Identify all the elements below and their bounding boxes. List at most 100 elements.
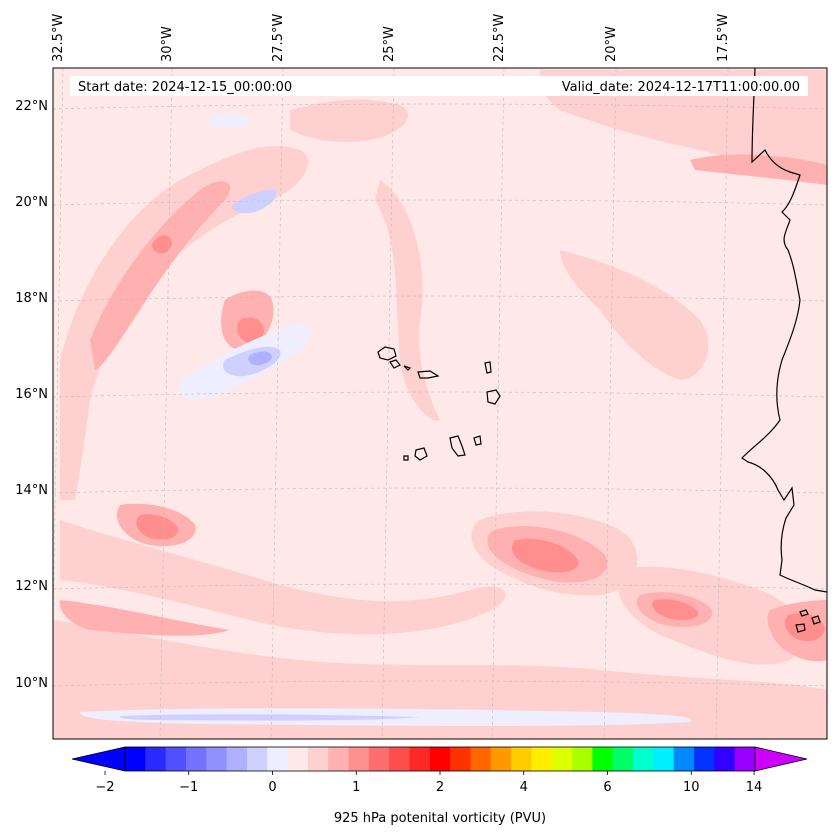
latitude-label: 12°N	[15, 579, 48, 594]
meridian-line	[715, 68, 729, 739]
map-panel: Start date: 2024-12-15_00:00:00 Valid_da…	[15, 14, 828, 740]
map-frame	[52, 67, 828, 740]
pv-contour-light	[60, 520, 506, 635]
latitude-label: 18°N	[15, 291, 48, 306]
longitude-label: 30°W	[160, 26, 175, 62]
island-brava	[403, 455, 409, 461]
meridian-line	[159, 68, 173, 739]
coastline	[377, 68, 827, 633]
longitude-labels: 32.5°W 30°W 27.5°W 25°W 22.5°W 20°W 17.5°W	[51, 14, 731, 62]
pv-contour-negative	[119, 714, 421, 721]
meridian-line	[603, 68, 617, 739]
colorbar-segments	[124, 746, 756, 772]
graticule	[53, 68, 827, 739]
colorbar-segment	[348, 747, 370, 771]
longitude-label: 20°W	[604, 26, 619, 62]
island-sal	[484, 361, 492, 374]
pv-field	[53, 70, 827, 739]
valid-date-label: Valid_date: 2024-12-17T11:00:00.00	[562, 80, 800, 95]
island-bijagos	[795, 609, 821, 633]
colorbar-segment	[511, 747, 532, 771]
longitude-label: 17.5°W	[716, 14, 731, 62]
island-boa-vista	[486, 389, 501, 405]
colorbar-segment	[592, 747, 614, 771]
africa-coastline	[741, 68, 827, 593]
colorbar-segment	[450, 747, 471, 771]
pv-contour-strong	[136, 514, 179, 540]
colorbar-tick-label: 0	[268, 780, 276, 795]
parallel-line	[53, 295, 827, 302]
colorbar-segment	[531, 747, 553, 771]
colorbar-segment	[226, 747, 248, 771]
colorbar-segment	[490, 747, 512, 771]
colorbar-segment	[734, 747, 756, 771]
colorbar-segment	[409, 747, 431, 771]
colorbar-segment	[368, 747, 390, 771]
island-sao-nicolau	[417, 370, 440, 379]
pv-contour-medium	[90, 181, 231, 370]
parallel-line	[53, 103, 827, 110]
colorbar-extend-min	[71, 746, 126, 772]
latitude-label: 20°N	[15, 195, 48, 210]
pv-contour-light	[375, 180, 440, 421]
island-sao-vicente	[389, 359, 401, 369]
colorbar-segment	[267, 747, 288, 771]
island-maio	[473, 435, 482, 446]
longitude-label: 32.5°W	[51, 14, 66, 62]
colorbar-segment	[125, 747, 146, 771]
longitude-label: 25°W	[382, 26, 397, 62]
colorbar-tick-label: −1	[179, 780, 198, 795]
meridian-line	[491, 68, 505, 739]
colorbar-tick-label: 1	[352, 780, 360, 795]
colorbar-extend-max	[754, 746, 808, 772]
pv-contour-light	[290, 99, 409, 142]
meridian-line	[381, 68, 395, 739]
island-santiago	[449, 435, 466, 457]
colorbar-segment	[185, 747, 207, 771]
pv-contour-strong	[237, 317, 264, 343]
island-santa-luzia	[403, 365, 412, 371]
colorbar-tick-label: 6	[603, 780, 611, 795]
colorbar-label: 925 hPa potenital vorticity (PVU)	[334, 811, 546, 826]
colorbar-tick-label: 10	[683, 780, 700, 795]
parallel-line	[53, 583, 827, 590]
colorbar-segment	[145, 747, 167, 771]
colorbar-segment	[389, 747, 410, 771]
colorbar-segment	[612, 747, 634, 771]
latitude-label: 14°N	[15, 483, 48, 498]
parallel-line	[53, 199, 827, 206]
colorbar-segment	[165, 747, 187, 771]
parallel-line	[53, 391, 827, 398]
island-fogo	[414, 447, 428, 461]
pv-contour-medium	[59, 600, 230, 636]
pv-contour-strong	[152, 235, 172, 254]
colorbar-segment	[429, 747, 451, 771]
colorbar-tick-label: 4	[520, 780, 528, 795]
pv-contour-strong	[652, 599, 699, 620]
meridian-line	[270, 68, 284, 739]
colorbar-tick-label: −2	[95, 780, 114, 795]
pv-contour-negative	[208, 113, 250, 129]
latitude-label: 22°N	[15, 99, 48, 114]
colorbar-segment	[246, 747, 268, 771]
pv-contour-negative	[248, 351, 272, 366]
colorbar-tick-label: 14	[746, 780, 763, 795]
latitude-labels: 22°N 20°N 18°N 16°N 14°N 12°N 10°N	[15, 99, 48, 691]
colorbar-segment	[714, 747, 736, 771]
colorbar-segment	[633, 747, 654, 771]
parallel-line	[53, 680, 827, 687]
parallel-line	[53, 487, 827, 494]
latitude-label: 10°N	[15, 676, 48, 691]
colorbar-segment	[328, 747, 349, 771]
longitude-label: 22.5°W	[492, 14, 507, 62]
pv-contour-light	[560, 250, 709, 380]
colorbar-segment	[287, 747, 309, 771]
colorbar-segment	[694, 747, 715, 771]
colorbar-segment	[551, 747, 573, 771]
start-date-label: Start date: 2024-12-15_00:00:00	[78, 80, 292, 95]
pv-contour-medium	[690, 154, 827, 185]
colorbar: −2 −1 0 1 2 4 6 10 14 925 hPa potenital vorticit…	[71, 746, 808, 826]
pv-contour-strong	[511, 538, 579, 573]
colorbar-segment	[572, 747, 593, 771]
colorbar-segment	[673, 747, 695, 771]
